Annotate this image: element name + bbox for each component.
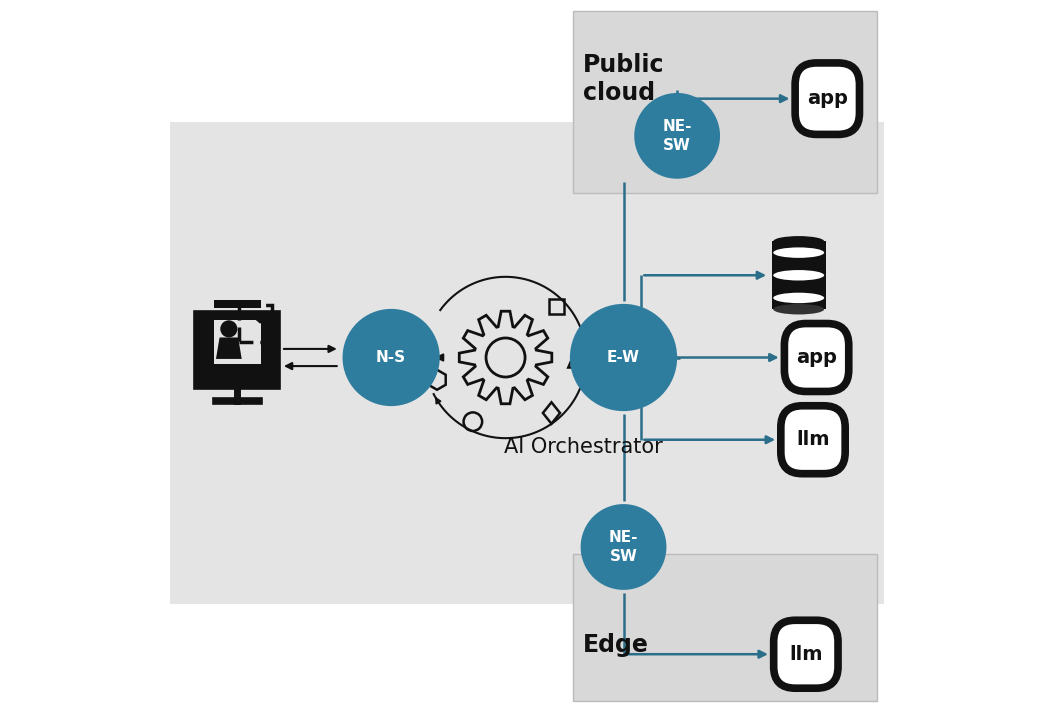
- Polygon shape: [216, 337, 241, 359]
- Ellipse shape: [774, 247, 824, 258]
- FancyBboxPatch shape: [573, 554, 877, 701]
- Text: llm: llm: [796, 430, 829, 449]
- Text: E-W: E-W: [607, 350, 640, 365]
- FancyBboxPatch shape: [772, 242, 825, 310]
- FancyBboxPatch shape: [549, 300, 564, 314]
- FancyBboxPatch shape: [781, 406, 845, 474]
- Circle shape: [220, 320, 237, 337]
- FancyBboxPatch shape: [774, 621, 838, 688]
- FancyBboxPatch shape: [170, 122, 884, 604]
- Text: app: app: [796, 348, 837, 367]
- Text: Edge: Edge: [583, 633, 648, 657]
- Text: N-S: N-S: [376, 350, 406, 365]
- Ellipse shape: [774, 270, 824, 280]
- FancyBboxPatch shape: [214, 320, 260, 364]
- Text: Public
cloud: Public cloud: [583, 53, 664, 104]
- Text: NE-
SW: NE- SW: [662, 119, 691, 152]
- Text: NE-
SW: NE- SW: [609, 531, 639, 563]
- FancyBboxPatch shape: [170, 0, 884, 715]
- Polygon shape: [428, 370, 446, 390]
- Polygon shape: [460, 311, 552, 404]
- Text: app: app: [807, 89, 847, 108]
- Circle shape: [570, 304, 677, 411]
- Text: AI Orchestrator: AI Orchestrator: [504, 437, 663, 457]
- FancyBboxPatch shape: [795, 63, 859, 134]
- Polygon shape: [543, 403, 560, 424]
- Circle shape: [581, 504, 666, 590]
- Circle shape: [486, 338, 525, 377]
- FancyBboxPatch shape: [197, 315, 277, 386]
- FancyBboxPatch shape: [784, 324, 848, 392]
- Ellipse shape: [774, 304, 824, 315]
- Ellipse shape: [774, 292, 824, 303]
- FancyBboxPatch shape: [214, 300, 260, 308]
- Circle shape: [635, 93, 720, 179]
- Ellipse shape: [774, 236, 824, 247]
- Polygon shape: [568, 346, 587, 368]
- Circle shape: [464, 413, 482, 431]
- FancyBboxPatch shape: [573, 11, 877, 193]
- Text: llm: llm: [789, 645, 822, 664]
- Circle shape: [343, 309, 440, 406]
